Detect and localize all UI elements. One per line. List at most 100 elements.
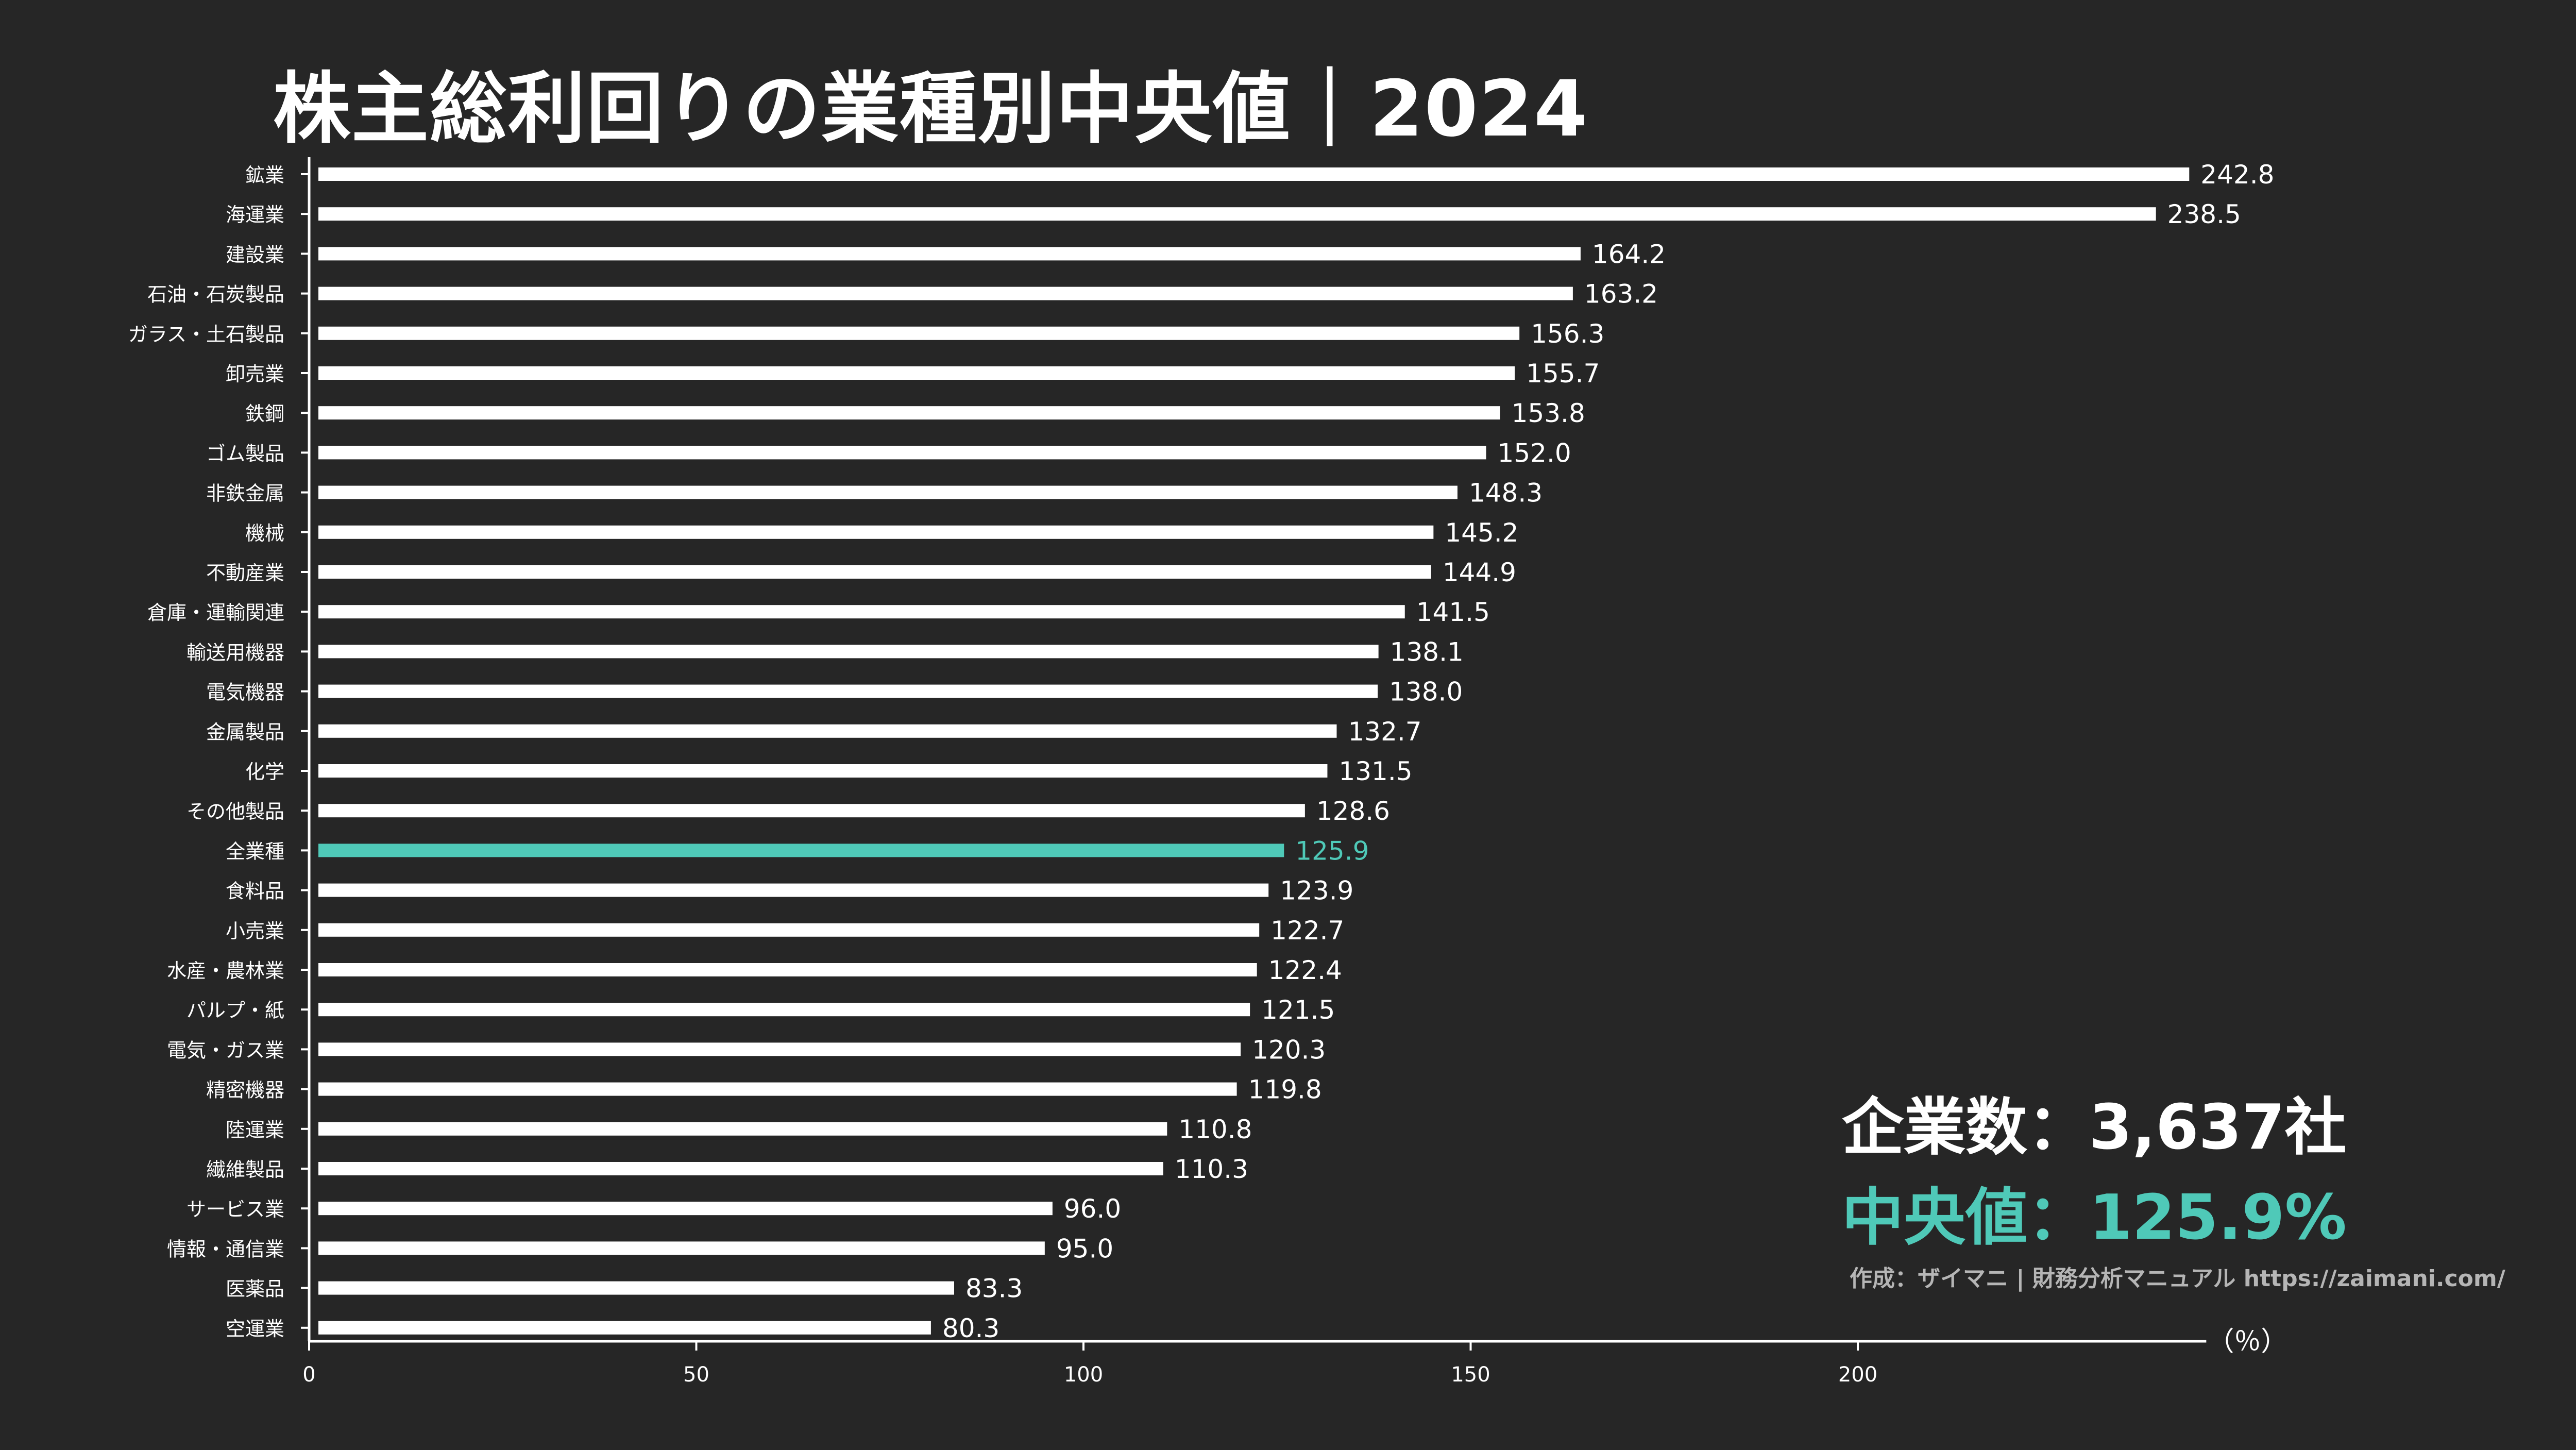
x-tick-label: 0 [302,1363,315,1387]
bar [318,1042,1241,1056]
value-label: 145.2 [1445,518,1518,548]
category-label: 情報・通信業 [167,1238,284,1260]
category-label: ガラス・土石製品 [128,323,284,346]
category-label: 小売業 [226,920,284,942]
category-label: その他製品 [187,800,284,823]
value-label: 121.5 [1261,995,1335,1025]
bar [318,565,1431,579]
category-label: 建設業 [226,243,284,266]
value-label: 120.3 [1252,1035,1326,1065]
value-label: 96.0 [1064,1194,1121,1224]
value-label: 148.3 [1469,478,1543,508]
value-label: 156.3 [1531,319,1604,349]
value-label: 152.0 [1498,438,1571,468]
value-label: 242.8 [2200,160,2274,190]
value-label: 122.7 [1270,916,1344,946]
value-label: 144.9 [1443,558,1516,587]
value-label: 153.8 [1512,398,1585,428]
value-label: 155.7 [1526,359,1600,389]
bar [318,525,1434,539]
category-label: 鉱業 [245,164,284,187]
value-label: 80.3 [942,1313,999,1343]
value-label: 163.2 [1584,279,1658,309]
bar [318,883,1269,897]
value-label: 125.9 [1295,836,1369,866]
bar [318,446,1486,460]
value-label: 238.5 [2167,199,2241,229]
value-label: 83.3 [965,1274,1023,1304]
category-label: 機械 [245,522,284,545]
x-tick-label: 100 [1064,1363,1103,1387]
value-label: 119.8 [1248,1075,1322,1105]
bar [318,1241,1045,1255]
value-label: 164.2 [1592,239,1666,269]
bar [318,167,2190,181]
x-tick-label: 150 [1451,1363,1490,1387]
bar [318,804,1305,818]
median-label: 中央値：125.9% [1842,1182,2347,1254]
category-label: 不動産業 [206,562,284,584]
value-label: 132.7 [1348,717,1421,747]
bar [318,406,1500,420]
value-label: 131.5 [1338,756,1412,786]
bar [318,1281,954,1295]
bar [318,844,1284,857]
category-label: 精密機器 [206,1079,284,1102]
value-label: 123.9 [1280,876,1353,906]
bar [318,724,1337,738]
bar [318,366,1515,380]
bar [318,1122,1167,1136]
bar [318,247,1581,261]
category-label: 空運業 [226,1318,284,1340]
bar [318,605,1405,619]
bar [318,207,2156,221]
x-unit-label: （％） [2207,1326,2287,1357]
category-label: 輸送用機器 [187,641,284,664]
chart-title: 株主総利回りの業種別中央値｜2024 [273,64,1589,154]
category-label: 海運業 [226,204,284,226]
category-label: パルプ・紙 [187,999,284,1022]
value-label: 110.8 [1178,1115,1252,1144]
bar [318,764,1328,778]
value-label: 95.0 [1056,1234,1113,1263]
value-label: 122.4 [1268,955,1342,985]
category-label: 倉庫・運輸関連 [147,601,284,624]
category-label: 鉄鋼 [245,402,284,425]
bar [318,326,1520,340]
category-label: ゴム製品 [206,442,284,465]
bar [318,963,1257,976]
category-label: 卸売業 [226,363,284,385]
credit-text: 作成：ザイマニ | 財務分析マニュアル https://zaimani.com/ [1850,1266,2505,1292]
category-label: 化学 [245,761,284,783]
category-label: 石油・石炭製品 [147,283,284,306]
category-label: 医薬品 [226,1278,284,1301]
bar [318,1202,1053,1216]
category-label: 電気・ガス業 [167,1039,284,1061]
bar [318,1003,1250,1017]
bar [318,645,1379,659]
category-label: 繊維製品 [206,1158,284,1181]
x-tick-label: 50 [683,1363,709,1387]
company-count-label: 企業数：3,637社 [1842,1092,2347,1164]
bar [318,1162,1163,1175]
x-tick-label: 200 [1838,1363,1877,1387]
bar [318,684,1378,698]
bar [318,923,1260,937]
category-label: 全業種 [226,840,284,863]
category-label: サービス業 [187,1198,284,1221]
category-label: 水産・農林業 [167,959,284,982]
bar [318,1082,1237,1096]
bar [318,286,1573,300]
category-label: 非鉄金属 [206,482,284,505]
category-label: 食料品 [226,880,284,903]
bar [318,1321,931,1335]
bar [318,485,1458,499]
value-label: 138.0 [1389,677,1463,707]
category-label: 電気機器 [206,681,284,704]
value-label: 110.3 [1175,1154,1248,1184]
value-label: 128.6 [1316,796,1390,826]
value-label: 141.5 [1416,597,1490,627]
category-label: 陸運業 [226,1119,284,1141]
category-label: 金属製品 [206,721,284,744]
